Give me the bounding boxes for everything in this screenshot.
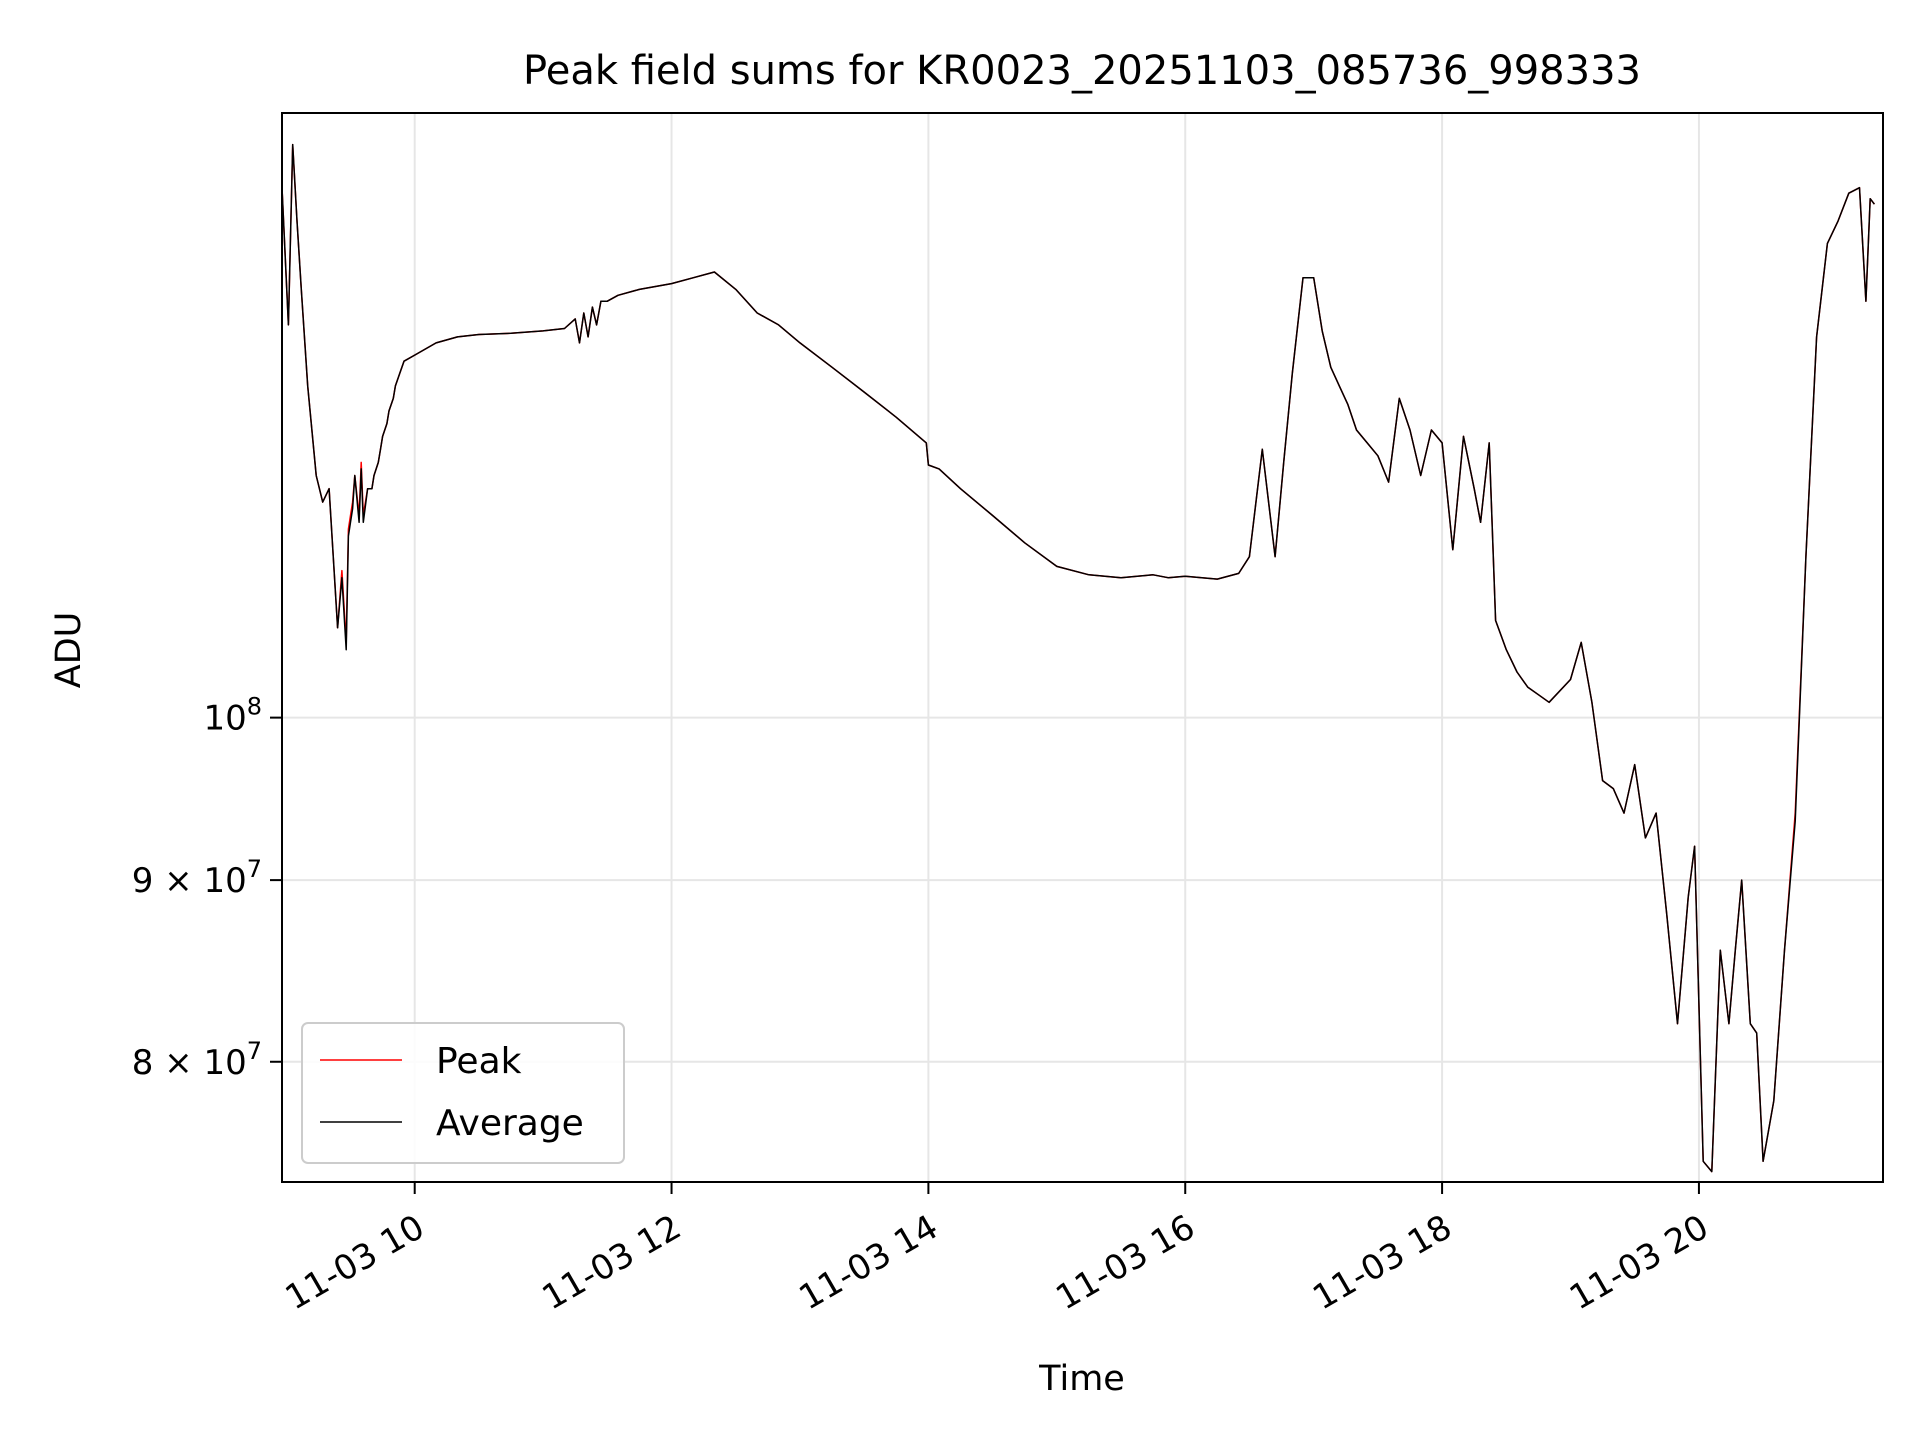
legend-box (301, 1022, 625, 1164)
chart-title: Peak field sums for KR0023_20251103_0857… (523, 48, 1641, 94)
y-tick-label-exponent: 7 (247, 1037, 262, 1065)
y-tick-label-exponent: 8 (247, 693, 262, 721)
legend: Peak Average (301, 1022, 625, 1164)
plot-frame (281, 112, 1884, 1183)
series-line-average (282, 143, 1875, 1173)
y-axis-label: ADU (49, 612, 89, 689)
y-tick-label: 9 × 107 (132, 855, 262, 901)
y-tick-label-base: 9 × 10 (132, 861, 247, 901)
y-tick-label-base: 10 (203, 699, 246, 739)
legend-label-peak: Peak (436, 1041, 522, 1082)
y-tick-label: 108 (203, 693, 262, 739)
y-tick-label: 8 × 107 (132, 1037, 262, 1083)
y-tick-label-base: 8 × 10 (132, 1043, 247, 1083)
legend-label-average: Average (436, 1103, 584, 1144)
y-tick-label-exponent: 7 (247, 855, 262, 883)
grid (282, 113, 1883, 1182)
x-axis-label: Time (1038, 1359, 1125, 1399)
series-layer (282, 143, 1875, 1173)
